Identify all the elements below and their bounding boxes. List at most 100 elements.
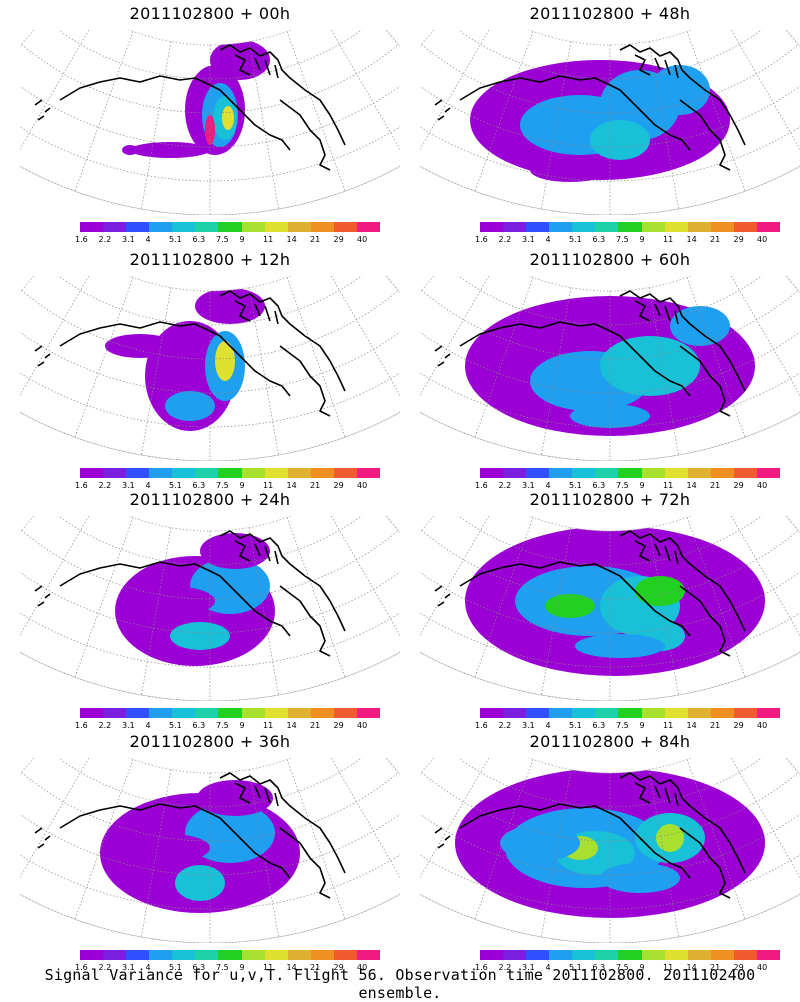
colorbar-swatch [288, 708, 311, 718]
colorbar-swatch [126, 708, 149, 718]
colorbar-swatch [334, 222, 357, 232]
colorbar-swatch [757, 950, 780, 960]
colorbar-tick-label: 1.6 [75, 235, 88, 244]
colorbar-tick-label: 21 [310, 235, 320, 244]
variance-field [465, 526, 765, 676]
longitude-line [323, 30, 401, 162]
colorbar-swatch [595, 468, 618, 478]
colorbar-swatch [595, 708, 618, 718]
variance-contour [545, 594, 595, 618]
colorbar-swatch [103, 468, 126, 478]
variance-field [100, 780, 300, 913]
colorbar-swatch [149, 222, 172, 232]
colorbar-tick-label: 11 [263, 235, 273, 244]
longitude-line [323, 276, 401, 408]
longitude-line [755, 276, 800, 369]
colorbar-swatch [549, 468, 572, 478]
graticule [20, 30, 400, 215]
colorbar-swatch [618, 708, 641, 718]
colorbar-swatch [642, 468, 665, 478]
colorbar-swatch [357, 222, 380, 232]
longitude-line [20, 30, 65, 123]
colorbar-swatch [311, 222, 334, 232]
longitude-line [323, 516, 401, 648]
colorbar-swatch [80, 708, 103, 718]
variance-contour [175, 865, 225, 901]
colorbar-tick-label: 2.2 [499, 235, 512, 244]
longitude-line [420, 30, 465, 123]
colorbar-swatch [480, 468, 503, 478]
variance-contour [105, 334, 175, 358]
colorbar-swatch [642, 222, 665, 232]
colorbar-tick-label: 6.3 [193, 235, 206, 244]
colorbar-swatch [618, 468, 641, 478]
colorbar-tick-label: 4 [146, 235, 151, 244]
colorbar-swatch [218, 222, 241, 232]
colorbar-swatch [549, 708, 572, 718]
colorbar-swatch [549, 950, 572, 960]
colorbar-swatch [503, 950, 526, 960]
colorbar-swatch [288, 222, 311, 232]
colorbar-swatch [734, 468, 757, 478]
colorbar-swatch [665, 468, 688, 478]
colorbar-swatch [311, 708, 334, 718]
colorbar-swatch [172, 708, 195, 718]
colorbar-swatch [288, 468, 311, 478]
colorbar-swatch [480, 950, 503, 960]
colorbar [80, 950, 380, 960]
variance-contour [170, 622, 230, 650]
colorbar-tick-label: 14 [687, 235, 697, 244]
variance-contour [130, 834, 210, 862]
colorbar-swatch [334, 708, 357, 718]
colorbar [80, 468, 380, 478]
longitude-line [755, 30, 800, 123]
colorbar-swatch [195, 950, 218, 960]
colorbar-swatch [80, 468, 103, 478]
colorbar-swatch [172, 222, 195, 232]
colorbar-swatch [688, 708, 711, 718]
colorbar-swatch [480, 708, 503, 718]
latitude-line [465, 276, 754, 291]
longitude-line [141, 42, 171, 209]
longitude-line [20, 516, 98, 648]
colorbar-swatch [357, 468, 380, 478]
variance-contour [530, 158, 610, 182]
colorbar-swatch [503, 468, 526, 478]
colorbar-swatch [172, 950, 195, 960]
polar-map-36h [20, 758, 400, 943]
colorbar-swatch [688, 468, 711, 478]
colorbar-swatch [265, 950, 288, 960]
colorbar-swatch [665, 950, 688, 960]
longitude-line [75, 31, 133, 191]
colorbar-tick-label: 29 [334, 235, 344, 244]
variance-contour [200, 533, 270, 569]
colorbar [480, 222, 780, 232]
colorbar-swatch [103, 950, 126, 960]
variance-contour [575, 634, 665, 658]
colorbar-swatch [642, 950, 665, 960]
colorbar-swatch [711, 950, 734, 960]
colorbar-tick-label: 21 [710, 235, 720, 244]
colorbar-swatch [126, 468, 149, 478]
latitude-line [65, 758, 354, 773]
polar-map-60h [420, 276, 800, 461]
colorbar-tick-label: 2.2 [99, 235, 112, 244]
panel-title: 2011102800 + 00h [20, 4, 400, 23]
coastline-hudson [280, 346, 330, 416]
longitude-line [355, 516, 400, 609]
longitude-line [20, 758, 98, 890]
latitude-line [465, 516, 754, 531]
variance-contour [500, 825, 580, 861]
polar-map-12h [20, 276, 400, 461]
coastline-hudson [280, 586, 330, 656]
colorbar-swatch [526, 708, 549, 718]
colorbar-swatch [526, 222, 549, 232]
colorbar-swatch [80, 950, 103, 960]
panel-title: 2011102800 + 84h [420, 732, 800, 751]
latitude-line [465, 30, 754, 45]
colorbar-swatch [311, 468, 334, 478]
colorbar-swatch [572, 222, 595, 232]
colorbar-swatch [242, 950, 265, 960]
